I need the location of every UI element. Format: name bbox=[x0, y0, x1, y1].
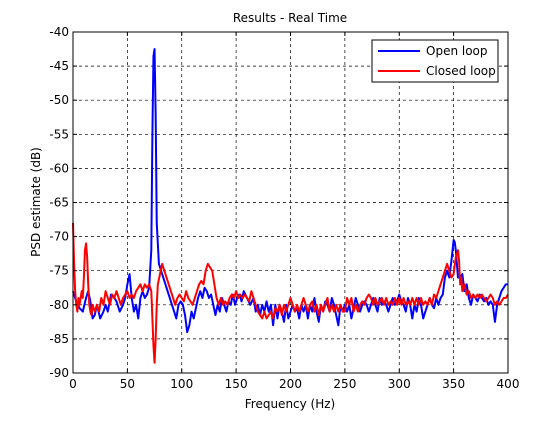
x-tick-label: 0 bbox=[69, 377, 77, 391]
legend-label: Open loop bbox=[426, 44, 488, 58]
x-tick-label: 50 bbox=[120, 377, 135, 391]
y-tick-label: -80 bbox=[49, 298, 69, 312]
x-tick-label: 350 bbox=[442, 377, 465, 391]
y-tick-label: -60 bbox=[49, 161, 69, 175]
legend-label: Closed loop bbox=[426, 64, 496, 78]
axes: 0 50 100 150 200 250 300 350 400 -40 -45 -50 -55 -60 -… bbox=[49, 25, 519, 391]
series-line-closed-loop bbox=[72, 222, 509, 364]
axes-frame bbox=[72, 31, 509, 374]
y-axis-label: PSD estimate (dB) bbox=[29, 147, 43, 257]
y-tick-label: -90 bbox=[49, 366, 69, 380]
y-tick-label: -85 bbox=[49, 332, 69, 346]
series-layer bbox=[72, 48, 509, 364]
chart-title: Results - Real Time bbox=[233, 11, 347, 25]
x-tick-label: 300 bbox=[388, 377, 411, 391]
y-tick-label: -40 bbox=[49, 25, 69, 39]
legend-box bbox=[371, 39, 499, 83]
x-axis-label: Frequency (Hz) bbox=[245, 397, 336, 411]
x-tick-label: 150 bbox=[225, 377, 248, 391]
grid bbox=[72, 31, 509, 374]
x-tick-label: 250 bbox=[333, 377, 356, 391]
x-tick-label: 200 bbox=[279, 377, 302, 391]
y-tick-label: -55 bbox=[49, 127, 69, 141]
y-tick-label: -65 bbox=[49, 196, 69, 210]
y-tick-label: -75 bbox=[49, 264, 69, 278]
y-tick-label: -50 bbox=[49, 93, 69, 107]
x-tick-label: 400 bbox=[497, 377, 520, 391]
x-tick-label: 100 bbox=[170, 377, 193, 391]
y-tick-label: -45 bbox=[49, 59, 69, 73]
y-tick-label: -70 bbox=[49, 230, 69, 244]
legend: Open loop Closed loop bbox=[371, 39, 499, 83]
